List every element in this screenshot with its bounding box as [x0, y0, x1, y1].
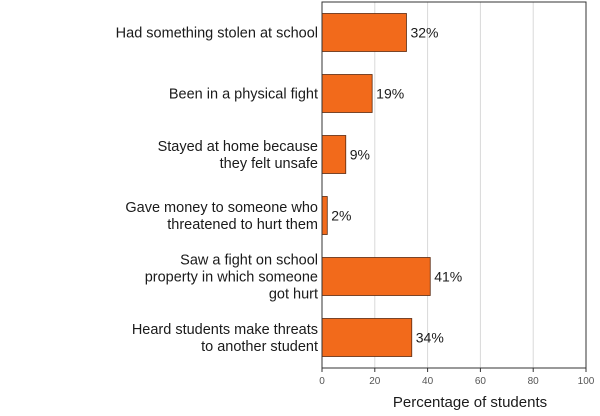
x-axis-title: Percentage of students [393, 394, 547, 411]
value-labels: 32% 19% 9% 2% 41% 34% [331, 25, 462, 346]
bar [321, 318, 413, 357]
bar [321, 196, 328, 235]
x-tick-label: 40 [422, 376, 434, 387]
plot-frame [321, 1, 587, 369]
value-label: 41% [434, 269, 462, 285]
value-label: 32% [410, 25, 438, 41]
category-label: Gave money to someone who threatened to h… [125, 200, 318, 233]
x-tick-label: 80 [528, 376, 540, 387]
x-tick-label: 60 [475, 376, 487, 387]
bar [321, 13, 407, 52]
value-label: 9% [350, 147, 370, 163]
bar [321, 257, 431, 296]
bar [321, 135, 347, 174]
category-label: Saw a fight on school property in which s… [145, 253, 318, 303]
axes: 0 20 40 60 80 100 [319, 1, 595, 387]
category-labels: Had something stolen at school Been in a … [116, 26, 318, 356]
bar [321, 74, 373, 113]
grid-lines [374, 2, 587, 368]
value-label: 19% [376, 86, 404, 102]
x-tick-label: 0 [319, 376, 325, 387]
category-label: Heard students make threats to another st… [132, 322, 318, 355]
category-label: Stayed at home because they felt unsafe [158, 139, 318, 172]
bars [321, 13, 431, 357]
x-tick-label: 100 [578, 376, 595, 387]
category-label: Had something stolen at school [116, 26, 318, 42]
x-tick-label: 20 [369, 376, 381, 387]
value-label: 34% [416, 330, 444, 346]
category-label: Been in a physical fight [169, 87, 318, 103]
value-label: 2% [331, 208, 351, 224]
